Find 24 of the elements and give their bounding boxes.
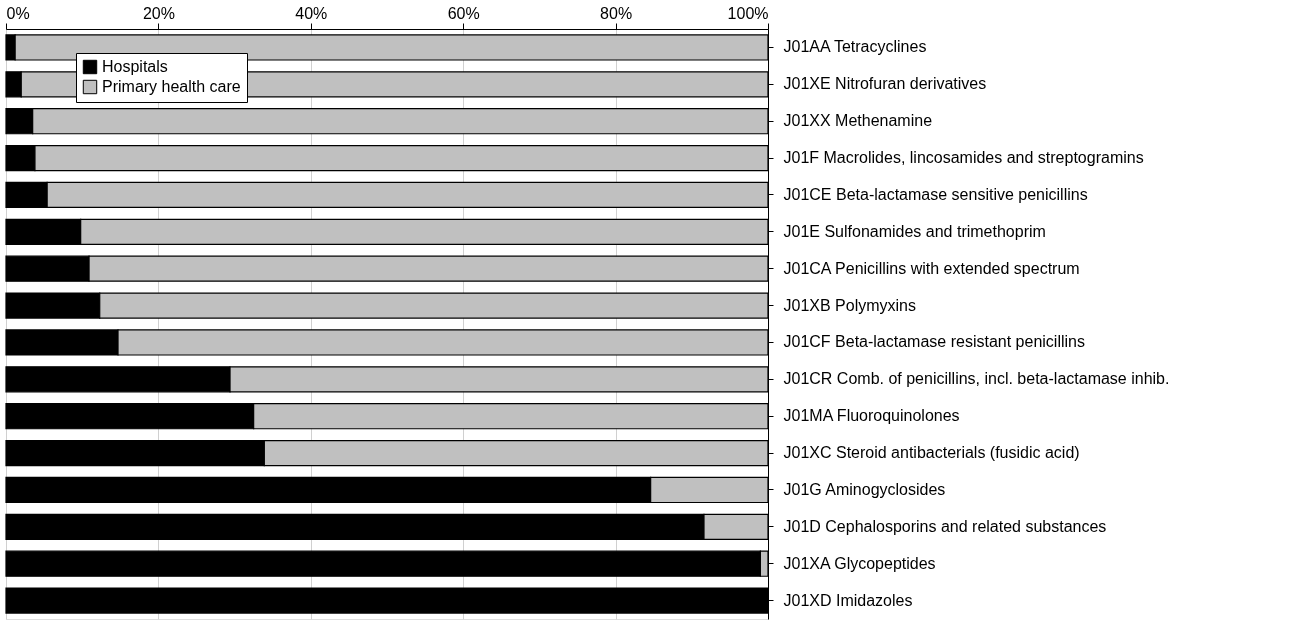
y-tick-label: J01XB Polymyxins	[783, 296, 916, 314]
x-tick-label: 80%	[600, 4, 633, 22]
y-tick-label: J01E Sulfonamides and trimethoprim	[783, 222, 1046, 240]
y-tick-label: J01F Macrolides, lincosamides and streptogramins	[783, 149, 1144, 167]
y-tick-label: J01G Aminogyclosides	[783, 480, 946, 498]
y-tick-label: J01MA Fluoroquinolones	[783, 407, 960, 425]
y-tick-label: J01CF Beta-lactamase resistant penicillins	[783, 333, 1085, 351]
y-tick-label: J01D Cephalosporins and related substances	[783, 517, 1107, 535]
x-tick-label: 60%	[447, 4, 480, 22]
x-tick-label: 0%	[6, 4, 30, 22]
y-tick-label: J01XC Steroid antibacterials (fusidic acid)	[783, 444, 1080, 462]
legend-label: Hospitals	[102, 58, 168, 75]
x-tick-label: 40%	[295, 4, 328, 22]
x-tick-label: 20%	[142, 4, 175, 22]
y-tick-label: J01XX Methenamine	[783, 112, 933, 130]
y-tick-label: J01XD Imidazoles	[783, 591, 913, 609]
y-tick-label: J01CE Beta-lactamase sensitive penicillins	[783, 185, 1088, 203]
legend-label: Primary health care	[102, 78, 241, 95]
y-tick-label: J01XA Glycopeptides	[783, 554, 936, 572]
y-tick-label: J01CA Penicillins with extended spectrum	[783, 259, 1080, 277]
x-tick-label: 100%	[727, 4, 769, 22]
y-tick-label: J01XE Nitrofuran derivatives	[783, 75, 987, 93]
y-tick-label: J01AA Tetracyclines	[783, 38, 927, 56]
y-tick-label: J01CR Comb. of penicillins, incl. beta-lactamase inhib.	[783, 370, 1170, 388]
